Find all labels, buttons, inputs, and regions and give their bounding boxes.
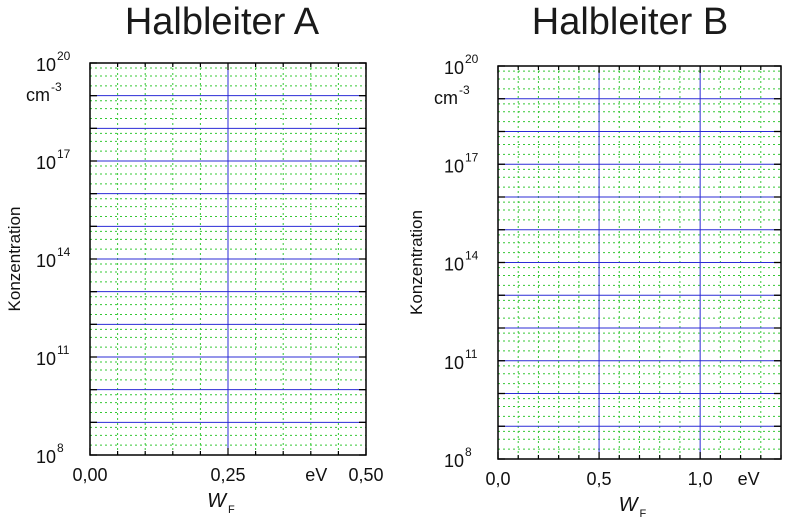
x-unit: eV — [305, 465, 327, 485]
y-tick-label-exponent: 8 — [465, 445, 472, 459]
chart-title-0: Halbleiter A — [125, 1, 320, 43]
y-tick-label-exponent: 17 — [465, 150, 479, 164]
y-tick-label-exponent: 17 — [57, 147, 71, 161]
y-tick-label: 10 — [444, 255, 464, 275]
y-tick-label: 10 — [36, 251, 56, 271]
x-axis-label-subscript: F — [228, 504, 235, 516]
x-tick-label: 0,0 — [485, 469, 510, 489]
y-tick-label-exponent: 20 — [465, 52, 479, 66]
y-axis-label: Konzentration — [5, 207, 24, 312]
chart-title-1: Halbleiter B — [532, 1, 728, 43]
y-tick-label: 10 — [36, 447, 56, 467]
y-tick-label-exponent: 14 — [57, 245, 71, 259]
y-tick-label: 10 — [444, 353, 464, 373]
x-tick-label: 0,5 — [587, 469, 612, 489]
y-tick-label: 10 — [36, 349, 56, 369]
y-tick-label-exponent: 11 — [465, 347, 478, 361]
y-unit: cm — [26, 85, 50, 105]
y-tick-label-exponent: 20 — [57, 49, 71, 63]
y-tick-label-exponent: 14 — [465, 249, 479, 263]
y-tick-label: 10 — [444, 156, 464, 176]
y-tick-label-exponent: 8 — [57, 441, 64, 455]
y-unit: cm — [434, 88, 458, 108]
y-unit-exponent: -3 — [459, 83, 470, 97]
x-tick-label: 0,25 — [210, 465, 245, 485]
y-unit-exponent: -3 — [51, 80, 62, 94]
y-tick-label: 10 — [444, 451, 464, 471]
x-axis-label: W — [207, 490, 228, 512]
y-tick-label: 10 — [36, 55, 56, 75]
x-tick-label: 0,00 — [72, 465, 107, 485]
x-axis-label: W — [619, 494, 640, 516]
y-tick-label: 10 — [444, 58, 464, 78]
x-tick-label: 0,50 — [348, 465, 383, 485]
x-tick-label: 1,0 — [688, 469, 713, 489]
y-axis-label: Konzentration — [407, 210, 426, 315]
y-tick-label-exponent: 11 — [57, 343, 70, 357]
y-tick-label: 10 — [36, 153, 56, 173]
x-unit: eV — [738, 469, 760, 489]
x-axis-label-subscript: F — [640, 508, 647, 520]
